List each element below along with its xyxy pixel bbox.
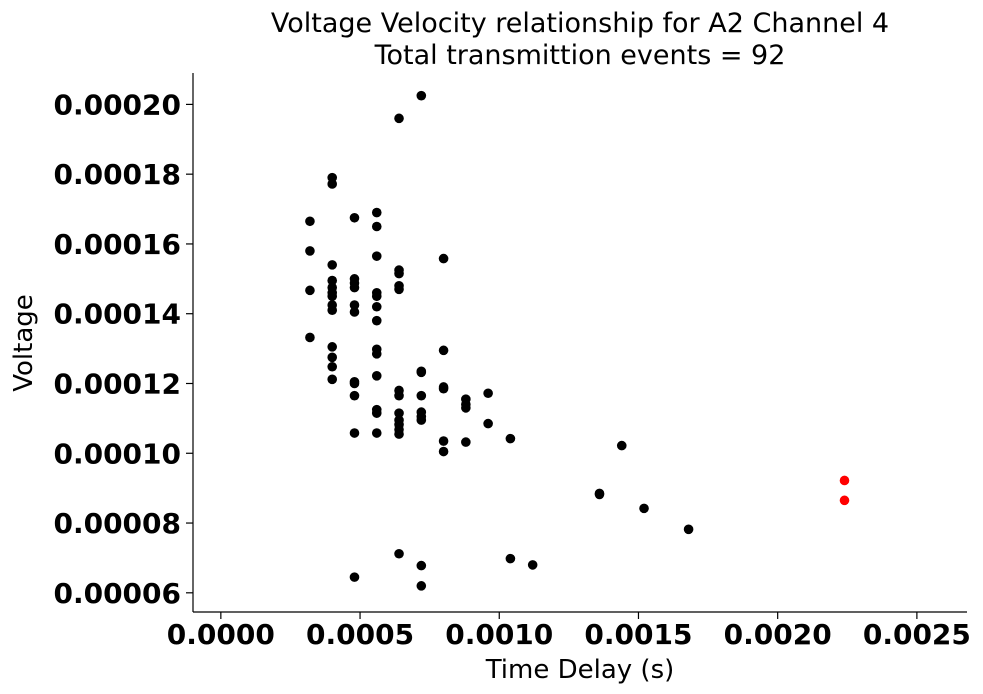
- data-point: [394, 268, 404, 279]
- data-point: [371, 251, 382, 261]
- x-tick-label: 0.0000: [167, 618, 275, 651]
- data-point: [349, 212, 360, 223]
- x-axis-label: Time Delay (s): [485, 655, 675, 685]
- data-point: [305, 285, 315, 296]
- data-point: [483, 388, 493, 399]
- data-point: [683, 524, 694, 535]
- y-tick-label: 0.00012: [53, 367, 181, 400]
- data-point: [594, 489, 605, 500]
- x-tick-label: 0.0020: [724, 618, 832, 651]
- data-point: [461, 437, 471, 447]
- y-tick-label: 0.00006: [53, 577, 181, 610]
- points-layer: [305, 90, 850, 591]
- data-point: [416, 390, 427, 401]
- data-point: [371, 315, 382, 326]
- data-point: [394, 284, 404, 295]
- highlighted-data-point: [839, 495, 850, 506]
- x-tick-label: 0.0025: [863, 618, 971, 651]
- data-point: [327, 352, 338, 363]
- data-point: [349, 572, 360, 582]
- x-ticks: 0.0000 0.0005 0.0010 0.0015 0.0020 0.0025: [167, 612, 971, 651]
- data-point: [371, 428, 382, 438]
- data-point: [349, 307, 360, 317]
- data-point: [371, 301, 382, 312]
- chart-subtitle: Total transmittion events = 92: [374, 40, 786, 71]
- data-point: [349, 300, 360, 310]
- data-point: [616, 440, 627, 451]
- data-point: [305, 332, 315, 343]
- data-point: [327, 291, 338, 302]
- x-tick-label: 0.0015: [584, 618, 692, 651]
- data-point: [394, 390, 404, 401]
- data-point: [394, 113, 404, 124]
- data-point: [416, 367, 427, 378]
- x-tick-label: 0.0010: [445, 618, 553, 651]
- data-point: [327, 361, 338, 372]
- y-tick-label: 0.00018: [53, 158, 181, 191]
- data-point: [505, 433, 516, 444]
- data-point: [349, 282, 360, 293]
- x-tick-label: 0.0005: [306, 618, 414, 651]
- data-point: [505, 553, 516, 564]
- data-point: [371, 221, 382, 232]
- data-point: [327, 374, 338, 385]
- data-point: [527, 560, 538, 570]
- data-point: [438, 383, 449, 394]
- data-point: [416, 581, 427, 591]
- data-point: [639, 503, 649, 514]
- data-point: [483, 418, 493, 429]
- y-tick-label: 0.00016: [53, 228, 181, 261]
- data-point: [327, 305, 338, 316]
- data-point: [438, 253, 449, 264]
- chart-title: Voltage Velocity relationship for A2 Cha…: [271, 8, 889, 39]
- y-tick-label: 0.00014: [53, 298, 181, 331]
- data-point: [327, 275, 338, 286]
- y-tick-label: 0.00020: [53, 88, 181, 121]
- data-point: [327, 342, 338, 352]
- data-point: [305, 246, 315, 256]
- data-point: [327, 260, 338, 270]
- data-point: [305, 216, 315, 227]
- data-point: [394, 408, 404, 418]
- data-point: [371, 291, 382, 302]
- y-axis-label: Voltage: [9, 294, 39, 392]
- y-tick-label: 0.00008: [53, 507, 181, 540]
- data-point: [349, 378, 360, 389]
- data-point: [394, 429, 404, 439]
- data-point: [416, 415, 427, 425]
- data-point: [461, 403, 471, 413]
- data-point: [349, 428, 360, 438]
- y-tick-label: 0.00010: [53, 437, 181, 470]
- data-point: [394, 548, 404, 559]
- data-point: [371, 349, 382, 359]
- highlighted-data-point: [839, 475, 850, 486]
- data-point: [371, 207, 382, 218]
- y-ticks: 0.00006 0.00008 0.00010 0.00012 0.00014 0.000…: [53, 88, 193, 610]
- data-point: [327, 179, 338, 189]
- data-point: [438, 345, 449, 356]
- data-point: [438, 446, 449, 457]
- data-point: [416, 560, 427, 571]
- data-point: [371, 408, 382, 418]
- data-point: [349, 390, 360, 401]
- data-point: [371, 371, 382, 381]
- data-point: [438, 436, 449, 446]
- data-point: [416, 90, 427, 101]
